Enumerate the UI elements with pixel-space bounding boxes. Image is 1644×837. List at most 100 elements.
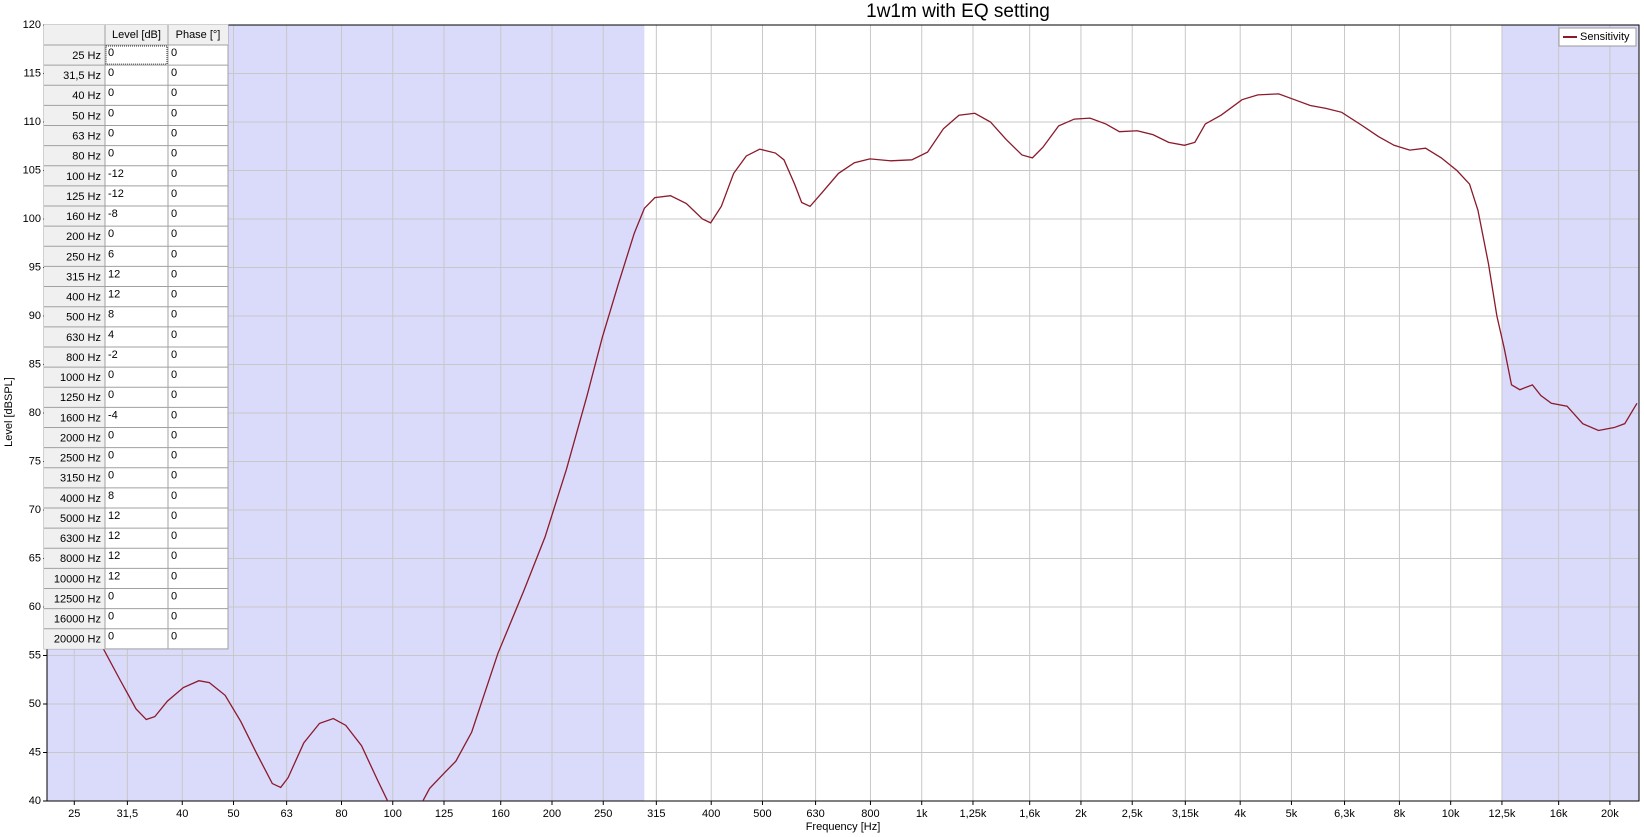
table-cell: 0 bbox=[108, 590, 114, 602]
x-tick-label: 80 bbox=[335, 808, 347, 820]
y-tick-label: 85 bbox=[29, 358, 41, 370]
chart-title: 1w1m with EQ setting bbox=[866, 1, 1050, 22]
table-cell: 8 bbox=[108, 490, 114, 502]
table-cell: 0 bbox=[171, 248, 177, 260]
x-tick-label: 2k bbox=[1075, 808, 1087, 820]
table-cell: 0 bbox=[108, 389, 114, 401]
row-header: 31,5 Hz bbox=[63, 70, 101, 82]
x-tick-label: 40 bbox=[176, 808, 188, 820]
table-cell: 0 bbox=[171, 510, 177, 522]
table-cell: 12 bbox=[108, 268, 120, 280]
row-header: 500 Hz bbox=[66, 312, 101, 324]
x-tick-label: 8k bbox=[1394, 808, 1406, 820]
table-cell: 12 bbox=[108, 289, 120, 301]
x-tick-label: 63 bbox=[280, 808, 292, 820]
row-header: 16000 Hz bbox=[54, 614, 101, 626]
table-cell: 0 bbox=[171, 309, 177, 321]
row-header: 315 Hz bbox=[66, 271, 101, 283]
row-header: 160 Hz bbox=[66, 211, 101, 223]
table-cell: 0 bbox=[108, 87, 114, 99]
row-header: 2000 Hz bbox=[60, 432, 101, 444]
table-header bbox=[44, 25, 228, 45]
row-header: 400 Hz bbox=[66, 292, 101, 304]
table-cell: -12 bbox=[108, 188, 124, 200]
table-cell: 0 bbox=[171, 450, 177, 462]
x-tick-label: 1,25k bbox=[960, 808, 987, 820]
table-cell: -8 bbox=[108, 208, 118, 220]
x-tick-label: 100 bbox=[384, 808, 402, 820]
table-cell: 0 bbox=[171, 631, 177, 643]
table-cell: 0 bbox=[108, 127, 114, 139]
x-tick-label: 5k bbox=[1286, 808, 1298, 820]
y-tick-label: 60 bbox=[29, 601, 41, 613]
table-cell: 0 bbox=[108, 429, 114, 441]
y-tick-label: 55 bbox=[29, 649, 41, 661]
y-tick-label: 90 bbox=[29, 310, 41, 322]
row-header: 200 Hz bbox=[66, 231, 101, 243]
row-header: 800 Hz bbox=[66, 352, 101, 364]
table-cell: 0 bbox=[171, 268, 177, 280]
table-cell: -2 bbox=[108, 349, 118, 361]
x-tick-label: 2,5k bbox=[1122, 808, 1143, 820]
table-cell: 0 bbox=[171, 389, 177, 401]
table-cell: 0 bbox=[171, 188, 177, 200]
table-cell: 0 bbox=[171, 429, 177, 441]
row-header: 10000 Hz bbox=[54, 573, 101, 585]
legend-box bbox=[1558, 27, 1637, 47]
table-cell: 0 bbox=[171, 289, 177, 301]
row-header: 63 Hz bbox=[72, 130, 101, 142]
table-cell: 0 bbox=[108, 148, 114, 160]
x-tick-label: 10k bbox=[1442, 808, 1460, 820]
legend-label: Sensitivity bbox=[1580, 31, 1630, 43]
row-header: 1250 Hz bbox=[60, 392, 101, 404]
y-tick-label: 95 bbox=[29, 261, 41, 273]
table-cell: 0 bbox=[171, 208, 177, 220]
table-cell: 12 bbox=[108, 510, 120, 522]
x-axis-label: Frequency [Hz] bbox=[806, 821, 881, 833]
row-header: 1600 Hz bbox=[60, 412, 101, 424]
y-tick-label: 110 bbox=[23, 116, 41, 128]
row-header: 50 Hz bbox=[72, 110, 101, 122]
row-header: 4000 Hz bbox=[60, 493, 101, 505]
x-tick-label: 16k bbox=[1550, 808, 1568, 820]
table-cell: -4 bbox=[108, 409, 118, 421]
table-cell: 6 bbox=[108, 248, 114, 260]
row-header: 5000 Hz bbox=[60, 513, 101, 525]
table-cell: 0 bbox=[108, 228, 114, 240]
x-tick-label: 12,5k bbox=[1488, 808, 1515, 820]
table-cell: 4 bbox=[108, 329, 114, 341]
table-cell: 0 bbox=[108, 47, 114, 59]
y-tick-label: 40 bbox=[29, 795, 41, 807]
x-tick-label: 800 bbox=[861, 808, 879, 820]
table-cell: 0 bbox=[171, 369, 177, 381]
y-tick-label: 80 bbox=[29, 407, 41, 419]
table-row-headers bbox=[44, 25, 105, 649]
row-header: 12500 Hz bbox=[54, 593, 101, 605]
table-cell: 0 bbox=[171, 570, 177, 582]
y-tick-label: 105 bbox=[23, 164, 41, 176]
x-tick-label: 500 bbox=[753, 808, 771, 820]
table-cell: 0 bbox=[108, 107, 114, 119]
y-tick-label: 75 bbox=[29, 455, 41, 467]
x-tick-label: 25 bbox=[68, 808, 80, 820]
table-cell: 0 bbox=[171, 127, 177, 139]
x-tick-label: 250 bbox=[594, 808, 612, 820]
column-header: Phase [°] bbox=[176, 29, 221, 41]
x-tick-label: 1,6k bbox=[1019, 808, 1040, 820]
y-tick-label: 70 bbox=[29, 504, 41, 516]
y-axis-label: Level [dBSPL] bbox=[3, 377, 15, 447]
row-header: 20000 Hz bbox=[54, 634, 101, 646]
table-cell: 12 bbox=[108, 550, 120, 562]
plot-area bbox=[102, 93, 1638, 801]
table-cell: 12 bbox=[108, 570, 120, 582]
x-tick-label: 50 bbox=[227, 808, 239, 820]
cell-focus bbox=[105, 45, 168, 65]
x-tick-label: 1k bbox=[916, 808, 928, 820]
y-tick-label: 45 bbox=[29, 746, 41, 758]
table-cell: 0 bbox=[171, 87, 177, 99]
row-header: 250 Hz bbox=[66, 251, 101, 263]
series-line bbox=[102, 93, 1638, 801]
row-header: 25 Hz bbox=[72, 50, 101, 62]
